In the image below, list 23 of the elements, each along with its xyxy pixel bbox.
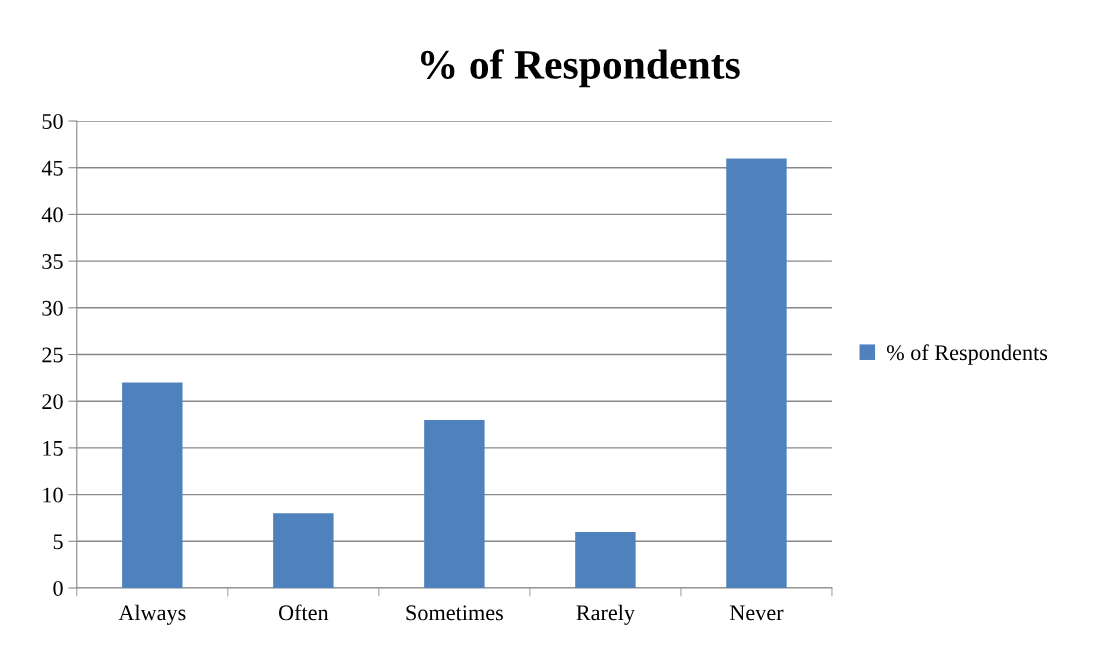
y-tick-label: 50	[42, 113, 63, 129]
x-tick-label: Always	[118, 604, 186, 625]
bar	[273, 513, 334, 588]
y-tick-label: 45	[41, 160, 63, 176]
y-tick-label: 25	[42, 347, 63, 363]
bar	[575, 531, 636, 588]
bar	[726, 158, 787, 588]
y-tick-label: 35	[42, 254, 63, 270]
x-tick-label: Rarely	[576, 604, 635, 625]
y-tick-label: 15	[43, 440, 63, 456]
chart-title: % of Respondents	[420, 49, 740, 88]
y-tick-label: 40	[41, 207, 63, 223]
x-tick-label: Never	[729, 605, 784, 621]
bar	[424, 419, 485, 588]
bar	[122, 382, 183, 588]
x-tick-label: Sometimes	[406, 605, 503, 621]
y-tick-label: 5	[53, 534, 63, 550]
y-tick-label: 10	[43, 487, 63, 503]
y-tick-label: 30	[42, 300, 63, 316]
y-tick-label: 20	[42, 394, 63, 410]
legend-label: % of Respondents	[886, 344, 1048, 365]
y-tick-label: 0	[53, 580, 63, 596]
x-tick-label: Often	[278, 604, 329, 621]
